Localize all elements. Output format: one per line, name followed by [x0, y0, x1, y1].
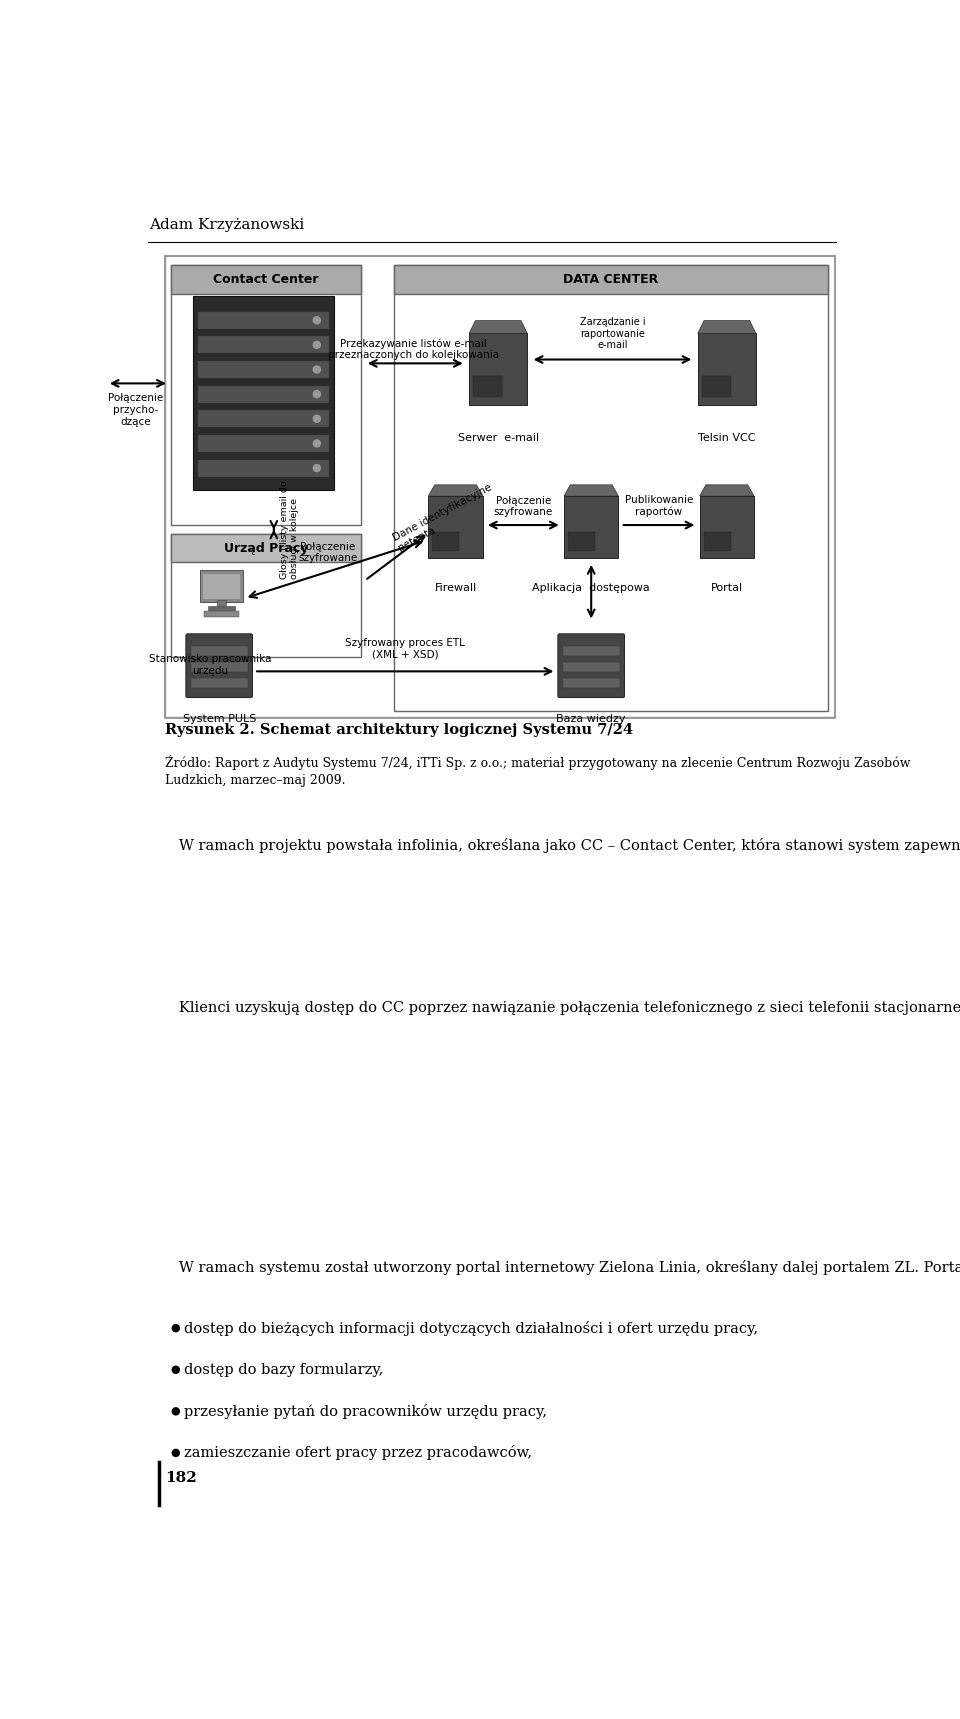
Text: przesyłanie pytań do pracowników urzędu pracy,: przesyłanie pytań do pracowników urzędu …	[183, 1404, 546, 1418]
Text: Szyfrowany proces ETL
(XML + XSD): Szyfrowany proces ETL (XML + XSD)	[346, 638, 466, 660]
Text: Klienci uzyskują dostęp do CC poprzez nawiązanie połączenia telefonicznego z sie: Klienci uzyskują dostęp do CC poprzez na…	[165, 1000, 960, 1016]
Text: Źródło: Raport z Audytu Systemu 7/24, iTTi Sp. z o.o.; materiał przygotowany na : Źródło: Raport z Audytu Systemu 7/24, iT…	[165, 755, 910, 787]
Polygon shape	[469, 321, 527, 333]
Circle shape	[313, 390, 321, 399]
Text: Urząd Pracy: Urząd Pracy	[224, 541, 308, 555]
Text: dostęp do bieżących informacji dotyczących działalności i ofert urzędu pracy,: dostęp do bieżących informacji dotyczący…	[183, 1320, 757, 1336]
Circle shape	[172, 1365, 180, 1373]
FancyBboxPatch shape	[198, 311, 329, 328]
Circle shape	[313, 364, 321, 373]
FancyBboxPatch shape	[394, 265, 828, 712]
Text: W ramach systemu został utworzony portal internetowy Zielona Linia, określany da: W ramach systemu został utworzony portal…	[165, 1260, 960, 1275]
FancyBboxPatch shape	[171, 535, 361, 657]
Text: Połączenie
szyfrowane: Połączenie szyfrowane	[298, 541, 357, 564]
FancyBboxPatch shape	[558, 634, 625, 698]
FancyBboxPatch shape	[190, 679, 248, 688]
FancyBboxPatch shape	[186, 634, 252, 698]
FancyBboxPatch shape	[563, 662, 620, 672]
Text: DATA CENTER: DATA CENTER	[563, 273, 659, 285]
Text: Publikowanie
raportów: Publikowanie raportów	[625, 495, 693, 517]
Polygon shape	[564, 485, 618, 495]
Text: Firewall: Firewall	[435, 583, 477, 593]
FancyBboxPatch shape	[473, 376, 502, 397]
FancyBboxPatch shape	[198, 459, 329, 476]
Text: Rysunek 2. Schemat architektury logicznej Systemu 7/24: Rysunek 2. Schemat architektury logiczne…	[165, 724, 633, 737]
Circle shape	[313, 316, 321, 325]
FancyBboxPatch shape	[568, 533, 595, 550]
Text: Aplikacja  dostępowa: Aplikacja dostępowa	[533, 583, 650, 593]
Circle shape	[172, 1449, 180, 1458]
FancyBboxPatch shape	[198, 411, 329, 428]
Circle shape	[313, 464, 321, 473]
FancyBboxPatch shape	[193, 296, 334, 490]
FancyBboxPatch shape	[198, 435, 329, 452]
FancyBboxPatch shape	[217, 600, 227, 607]
Text: Przekazywanie listów e-mail
przeznaczonych do kolejkowania: Przekazywanie listów e-mail przeznaczony…	[327, 339, 499, 361]
Text: dostęp do bazy formularzy,: dostęp do bazy formularzy,	[183, 1363, 383, 1377]
Text: Portal: Portal	[710, 583, 743, 593]
FancyBboxPatch shape	[166, 258, 834, 717]
Text: Stanowisko pracownika
urzędu: Stanowisko pracownika urzędu	[149, 655, 271, 676]
Text: Serwer  e-mail: Serwer e-mail	[458, 433, 539, 444]
Circle shape	[172, 1408, 180, 1415]
FancyBboxPatch shape	[563, 646, 620, 655]
FancyBboxPatch shape	[171, 535, 361, 562]
Text: zamieszczanie ofert pracy przez pracodawców,: zamieszczanie ofert pracy przez pracodaw…	[183, 1446, 532, 1461]
Text: System PULS: System PULS	[182, 713, 256, 724]
FancyBboxPatch shape	[198, 385, 329, 402]
Circle shape	[313, 440, 321, 447]
FancyBboxPatch shape	[190, 662, 248, 672]
Text: Dane identyfikacyjne
petenta: Dane identyfikacyjne petenta	[391, 481, 498, 554]
Polygon shape	[428, 485, 483, 495]
FancyBboxPatch shape	[201, 569, 243, 602]
FancyBboxPatch shape	[702, 376, 731, 397]
FancyBboxPatch shape	[698, 333, 756, 406]
FancyBboxPatch shape	[190, 646, 248, 655]
FancyBboxPatch shape	[198, 337, 329, 354]
Polygon shape	[698, 321, 756, 333]
FancyBboxPatch shape	[564, 495, 618, 559]
FancyBboxPatch shape	[700, 495, 754, 559]
FancyBboxPatch shape	[469, 333, 527, 406]
FancyBboxPatch shape	[563, 679, 620, 688]
FancyBboxPatch shape	[165, 256, 835, 717]
FancyBboxPatch shape	[428, 495, 483, 559]
FancyBboxPatch shape	[432, 533, 460, 550]
Circle shape	[313, 340, 321, 349]
Text: W ramach projektu powstała infolinia, określana jako CC – Contact Center, która : W ramach projektu powstała infolinia, ok…	[165, 839, 960, 853]
Text: 182: 182	[165, 1471, 197, 1485]
Text: Połączenie
przycho-
dzące: Połączenie przycho- dzące	[108, 394, 163, 426]
FancyBboxPatch shape	[204, 574, 240, 598]
FancyBboxPatch shape	[704, 533, 731, 550]
FancyBboxPatch shape	[198, 361, 329, 378]
FancyBboxPatch shape	[171, 265, 361, 294]
FancyBboxPatch shape	[394, 265, 828, 294]
FancyBboxPatch shape	[171, 265, 361, 524]
Text: Adam Krzyżanowski: Adam Krzyżanowski	[150, 218, 304, 232]
Circle shape	[313, 414, 321, 423]
Text: Baza wiedzy: Baza wiedzy	[557, 713, 626, 724]
Text: Połączenie
szyfrowane: Połączenie szyfrowane	[493, 495, 553, 517]
Text: Głosy i listy email do
obsługi w kolejce: Głosy i listy email do obsługi w kolejce	[280, 480, 300, 579]
Text: Zarządzanie i
raportowanie
e-mail: Zarządzanie i raportowanie e-mail	[580, 316, 645, 351]
FancyBboxPatch shape	[204, 612, 239, 617]
Polygon shape	[700, 485, 754, 495]
Text: Telsin VCC: Telsin VCC	[698, 433, 756, 444]
Circle shape	[172, 1324, 180, 1332]
Text: Contact Center: Contact Center	[213, 273, 319, 285]
FancyBboxPatch shape	[207, 605, 235, 610]
